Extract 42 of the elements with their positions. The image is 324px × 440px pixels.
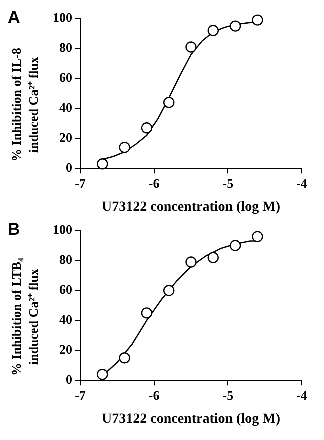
chart-title: A bbox=[8, 8, 20, 28]
point bbox=[119, 142, 130, 154]
point bbox=[230, 240, 242, 252]
y-tick-label: 100 bbox=[53, 222, 72, 238]
point bbox=[186, 256, 197, 268]
point bbox=[208, 252, 219, 264]
x-tick-label: -7 bbox=[75, 176, 86, 191]
x-tick-label: -5 bbox=[222, 388, 234, 403]
chart-title: B bbox=[8, 220, 20, 240]
point bbox=[97, 369, 108, 380]
point bbox=[119, 352, 130, 364]
y-tick-label: 60 bbox=[60, 282, 72, 298]
y-axis-title: % Inhibition of LTB₄ induced Ca²⁺ flux bbox=[8, 257, 42, 378]
point bbox=[186, 42, 197, 53]
y-axis-title: % Inhibition of IL-8 induced Ca²⁺ flux bbox=[8, 47, 42, 164]
x-tick-label: -5 bbox=[222, 176, 234, 191]
x-tick-label: -6 bbox=[148, 388, 160, 403]
y-tick-label: 20 bbox=[60, 342, 72, 357]
point bbox=[252, 231, 264, 242]
point bbox=[141, 122, 153, 134]
point bbox=[230, 20, 242, 32]
point bbox=[141, 308, 153, 319]
x-axis-title: U73122 concentration (log M) bbox=[102, 200, 281, 216]
point bbox=[208, 25, 219, 36]
point bbox=[164, 97, 175, 108]
y-tick-label: 80 bbox=[60, 40, 72, 56]
x-tick-label: -4 bbox=[296, 388, 308, 403]
x-tick-label: -7 bbox=[75, 388, 86, 403]
y-tick-label: 80 bbox=[60, 252, 72, 268]
x-axis-title: U73122 concentration (log M) bbox=[102, 412, 281, 428]
point bbox=[252, 14, 264, 26]
y-tick-label: 40 bbox=[60, 100, 72, 116]
point bbox=[97, 158, 108, 170]
y-tick-label: 60 bbox=[60, 70, 72, 86]
y-tick-label: 20 bbox=[60, 130, 72, 145]
y-tick-label: 0 bbox=[66, 372, 72, 387]
y-tick-label: 0 bbox=[66, 160, 72, 175]
x-tick-label: -4 bbox=[296, 176, 308, 191]
point bbox=[164, 285, 175, 296]
y-tick-label: 100 bbox=[53, 10, 72, 26]
y-tick-label: 40 bbox=[60, 312, 72, 328]
x-tick-label: -6 bbox=[148, 176, 160, 191]
